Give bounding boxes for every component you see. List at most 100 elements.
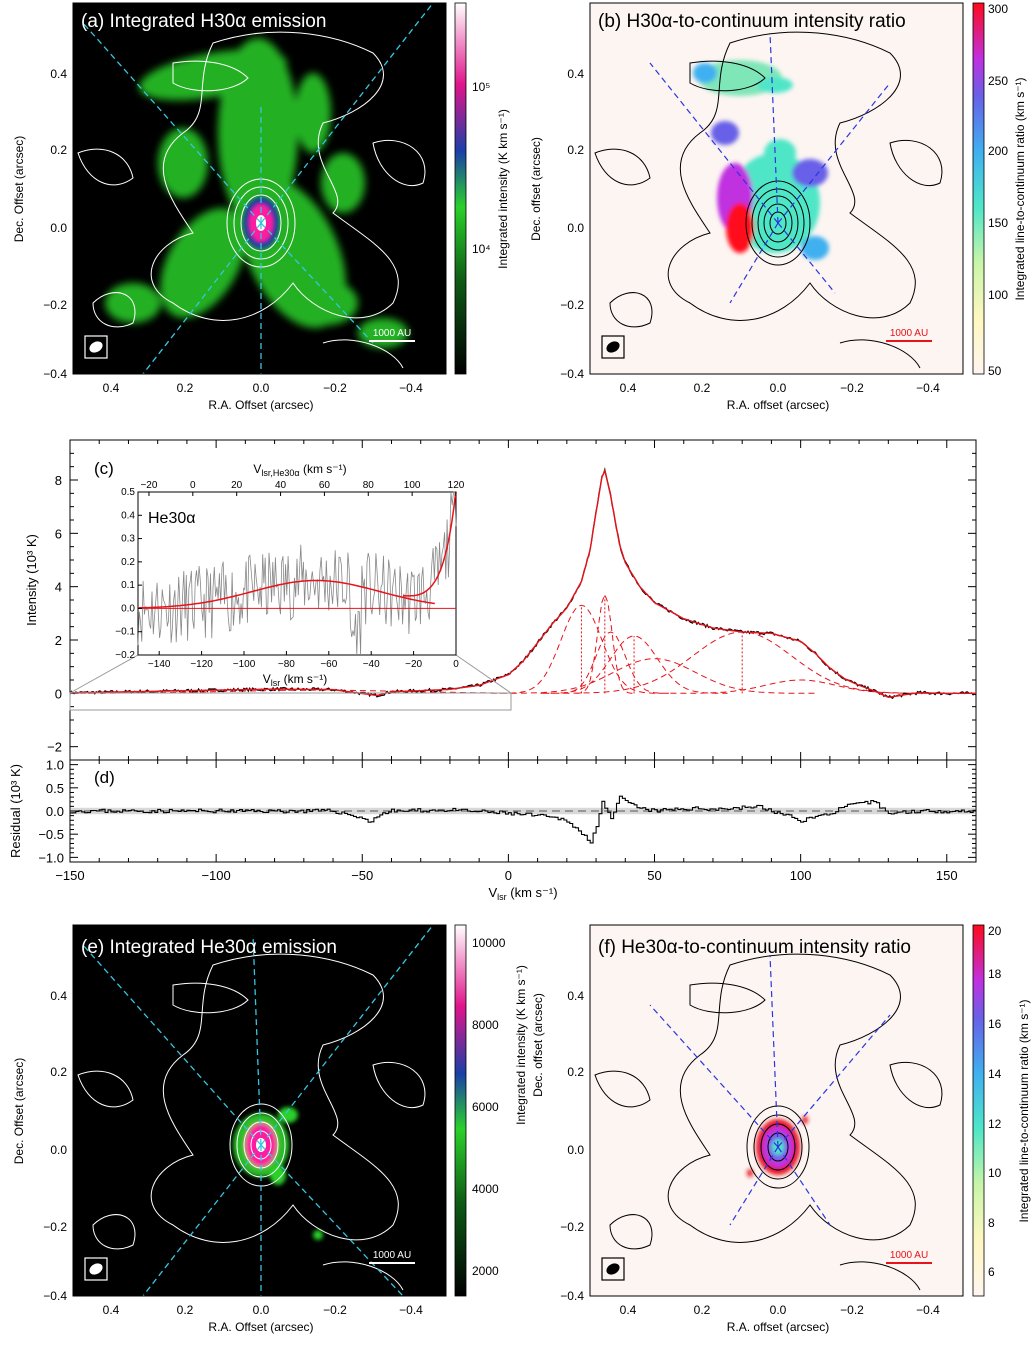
panel-f-ytick: 0.2 bbox=[567, 1065, 584, 1079]
panel-b-colorbar-tick: 50 bbox=[988, 364, 1002, 378]
panel-d-xtick: −100 bbox=[201, 868, 230, 883]
panel-c-inset-xtick: −120 bbox=[190, 659, 213, 670]
panel-c-inset-xlabel: Vlsr (km s⁻¹) bbox=[263, 672, 328, 688]
panel-a: 1000 AU (a) Integrated H30α emission 0.4… bbox=[12, 2, 510, 412]
panel-d-tag: (d) bbox=[94, 768, 115, 787]
panel-e-beam-box bbox=[84, 1257, 108, 1281]
panel-c-tag: (c) bbox=[94, 459, 114, 478]
panel-a-ytick: −0.4 bbox=[43, 367, 67, 381]
panel-e-xtick: 0.2 bbox=[177, 1303, 194, 1317]
panel-f-colorbar-tick: 20 bbox=[988, 924, 1002, 938]
panel-f-colorbar-tick: 18 bbox=[988, 967, 1002, 981]
panel-d-xtick: −150 bbox=[55, 868, 84, 883]
panel-c-inset-ytick: 0.2 bbox=[121, 557, 135, 568]
panel-a-xtick: −0.4 bbox=[399, 381, 423, 395]
panel-c-inset-xtick: 0 bbox=[453, 659, 459, 670]
panel-f-ytick: −0.4 bbox=[560, 1289, 584, 1303]
panel-a-xtick: 0.4 bbox=[103, 381, 120, 395]
panel-b-beam-box bbox=[601, 335, 625, 359]
panel-f-colorbar-tick: 6 bbox=[988, 1265, 995, 1279]
panel-e-xtick: 0.0 bbox=[253, 1303, 270, 1317]
panel-b-colorbar-ticks: 300 250 200 150 100 50 bbox=[988, 2, 1008, 378]
panel-b-colorbar-tick: 250 bbox=[988, 74, 1008, 88]
panel-d-xlabel: Vlsr (km s⁻¹) bbox=[488, 885, 557, 902]
panel-e-xtick: 0.4 bbox=[103, 1303, 120, 1317]
panel-c-inset-top-xtick: 40 bbox=[275, 480, 287, 491]
panel-c-inset-xtick: −20 bbox=[405, 659, 422, 670]
panel-d-xlabel-sub: lsr bbox=[497, 892, 507, 902]
panel-c-inset-top-xtick: 120 bbox=[448, 480, 465, 491]
panel-b-colorbar-tick: 200 bbox=[988, 144, 1008, 158]
panel-c-inset-top-label-v: V bbox=[253, 462, 261, 476]
panel-c-inset-top-label: Vlsr,He30α (km s⁻¹) bbox=[253, 462, 346, 478]
panel-c-inset: −140 −120 −100 −80 −60 −40 −20 0 −0.2 −0.1 0.0 0.1 0… bbox=[115, 462, 465, 688]
panel-a-yticks: 0.4 0.2 0.0 −0.2 −0.4 bbox=[43, 67, 67, 381]
panel-c-inset-ytick: −0.1 bbox=[115, 627, 135, 638]
panel-d-ylabel: Residual (10³ K) bbox=[8, 764, 23, 858]
panel-b-yticks: 0.4 0.2 0.0 −0.2 −0.4 bbox=[560, 67, 584, 381]
panel-d-ytick: −0.5 bbox=[38, 827, 64, 842]
panel-e-yticks: 0.4 0.2 0.0 −0.2 −0.4 bbox=[43, 989, 67, 1303]
panel-d-ytick: 0.0 bbox=[46, 804, 64, 819]
panel-c-inset-ytick: −0.2 bbox=[115, 650, 135, 661]
panel-d-ytick: −1.0 bbox=[38, 850, 64, 865]
panel-d-xtick: 50 bbox=[647, 868, 661, 883]
panel-c-inset-ytick: 0.1 bbox=[121, 580, 135, 591]
panel-b-ylabel: Dec. offset (arcsec) bbox=[529, 137, 543, 241]
panel-c-inset-h-wing bbox=[402, 491, 457, 597]
panel-d-xtick: −50 bbox=[351, 868, 373, 883]
panel-f-yticks: 0.4 0.2 0.0 −0.2 −0.4 bbox=[560, 989, 584, 1303]
panel-c-inset-top-xtick: 60 bbox=[319, 480, 331, 491]
panel-c-inset-top-xtick: 100 bbox=[404, 480, 421, 491]
panel-f-xticks: 0.4 0.2 0.0 −0.2 −0.4 bbox=[620, 1303, 941, 1317]
panel-e-ytick: −0.4 bbox=[43, 1289, 67, 1303]
panel-a-scalebar-label: 1000 AU bbox=[373, 328, 411, 339]
panel-f: 1000 AU (f) He30α-to-continuum intensity… bbox=[531, 924, 1031, 1334]
panel-d-residual bbox=[70, 795, 977, 844]
panel-a-ytick: 0.4 bbox=[50, 67, 67, 81]
panel-c-inset-top-xtick: 0 bbox=[190, 480, 196, 491]
panel-b-ytick: 0.0 bbox=[567, 221, 584, 235]
panel-f-colorbar bbox=[972, 924, 985, 1297]
panel-c-inset-top-label-sub: lsr,He30α bbox=[261, 468, 299, 478]
panel-e-colorbar-label: Integrated intensity (K km s⁻¹) bbox=[514, 965, 528, 1125]
panel-f-xtick: −0.2 bbox=[840, 1303, 864, 1317]
panel-f-ratio-map bbox=[594, 953, 943, 1291]
panel-b-colorbar-tick: 300 bbox=[988, 2, 1008, 16]
panel-d: (d) 1.0 0.5 0.0 −0.5 −1.0 −150 −100 −50 0 50 100 1… bbox=[8, 758, 977, 902]
panel-c-inset-top-xtick: 80 bbox=[363, 480, 375, 491]
panel-f-xlabel: R.A. offset (arcsec) bbox=[727, 1320, 829, 1334]
panel-f-ytick: 0.0 bbox=[567, 1143, 584, 1157]
panel-e-frame bbox=[72, 924, 447, 1297]
panel-f-colorbar-tick: 14 bbox=[988, 1067, 1002, 1081]
panel-d-yticks: 1.0 0.5 0.0 −0.5 −1.0 bbox=[38, 758, 64, 866]
panel-e-ytick: 0.4 bbox=[50, 989, 67, 1003]
panel-b-ytick: −0.2 bbox=[560, 298, 584, 312]
panel-b-xticks: 0.4 0.2 0.0 −0.2 −0.4 bbox=[620, 381, 941, 395]
panel-d-noise-band bbox=[71, 807, 975, 815]
panel-f-colorbar-tick: 10 bbox=[988, 1166, 1002, 1180]
panel-f-xtick: 0.2 bbox=[694, 1303, 711, 1317]
panel-e-scalebar-label: 1000 AU bbox=[373, 1250, 411, 1261]
panel-b-ratio-map bbox=[594, 31, 943, 369]
panel-c-yticks: 8 6 4 2 0 −2 bbox=[47, 473, 62, 755]
panel-c-ytick: 0 bbox=[55, 686, 62, 701]
panel-a-frame bbox=[72, 2, 447, 375]
panel-e-colorbar-tick: 4000 bbox=[472, 1182, 499, 1196]
panel-d-xlabel-unit: (km s⁻¹) bbox=[507, 885, 558, 900]
panel-c-ytick: 4 bbox=[55, 580, 62, 595]
panel-b-frame bbox=[589, 2, 964, 375]
panel-e-colorbar-ticks: 10000 8000 6000 4000 2000 bbox=[472, 936, 506, 1278]
panel-e-xtick: −0.4 bbox=[399, 1303, 423, 1317]
panel-c-tick-marks bbox=[69, 440, 977, 760]
panel-e-emission bbox=[77, 925, 434, 1297]
panel-e-beam bbox=[89, 1263, 103, 1275]
panel-c-inset-xtick: −60 bbox=[320, 659, 337, 670]
panel-e-xtick: −0.2 bbox=[323, 1303, 347, 1317]
panel-c-ytick: 8 bbox=[55, 473, 62, 488]
panel-b-ytick: −0.4 bbox=[560, 367, 584, 381]
panel-c-inset-label: He30α bbox=[148, 510, 196, 527]
panel-f-map-background bbox=[590, 925, 963, 1296]
panel-c-inset-ticks: −140 −120 −100 −80 −60 −40 −20 0 −0.2 −0.1 0.0 0.1 0… bbox=[115, 480, 465, 670]
